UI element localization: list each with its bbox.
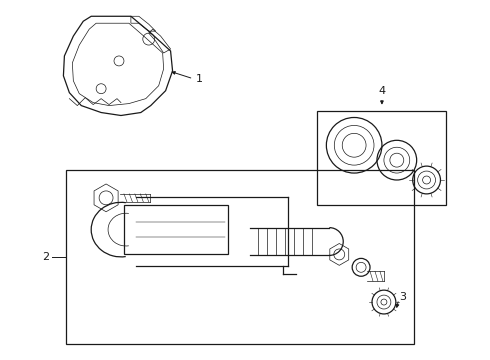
Text: 3: 3: [399, 292, 406, 302]
Text: 4: 4: [378, 86, 386, 96]
Bar: [124, 205, 228, 255]
Bar: [318, 111, 446, 205]
Bar: [66, 170, 414, 344]
Text: 1: 1: [196, 74, 202, 84]
Text: 2: 2: [43, 252, 49, 262]
